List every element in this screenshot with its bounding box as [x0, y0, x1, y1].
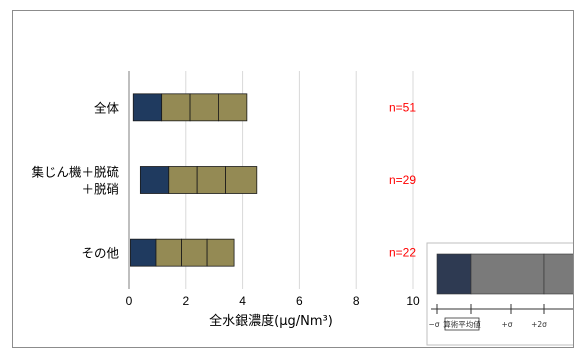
bar-sigma-segment	[161, 93, 191, 122]
legend-mean-swatch	[436, 253, 472, 295]
bar-sigma-segment	[181, 238, 208, 267]
x-tick-label: 6	[296, 294, 303, 308]
bar-sigma-segment	[168, 166, 198, 194]
legend-label: +2σ	[531, 320, 547, 329]
bar-mean-segment	[139, 166, 170, 194]
x-tick-label: 10	[406, 294, 420, 308]
bar-sigma-segment	[218, 93, 248, 122]
legend-sigma2-swatch	[543, 253, 573, 295]
bar-sigma-segment	[225, 166, 258, 194]
legend-sigma-swatch	[470, 253, 545, 295]
category-label: 全体	[94, 100, 120, 115]
n-label: n=29	[389, 173, 416, 187]
chart-frame: 0 2 4 6 8 10 全水銀濃度(μg/Nm³) 全体 n=51 集じん機＋脱硫 ＋脱硝 n=29…	[12, 10, 574, 348]
category-label: 集じん機＋脱硫	[31, 165, 119, 180]
chart-svg: 0 2 4 6 8 10 全水銀濃度(μg/Nm³) 全体 n=51 集じん機＋脱硫 ＋脱硝 n=29…	[31, 71, 573, 346]
x-tick-label: 8	[353, 294, 360, 308]
x-tick-label: 0	[126, 294, 133, 308]
bar-sigma-segment	[196, 166, 226, 194]
bar-mean-segment	[130, 238, 157, 267]
legend-label: −σ	[428, 320, 439, 329]
legend-label: +σ	[501, 320, 512, 329]
legend-label: 算術平均値	[443, 319, 481, 329]
bar-sigma-segment	[155, 238, 182, 267]
x-tick-label: 4	[239, 294, 246, 308]
x-tick-label: 2	[182, 294, 189, 308]
bar-sigma-segment	[206, 238, 235, 267]
legend-mean-label-box	[444, 317, 480, 331]
category-label: その他	[81, 246, 119, 261]
category-label: ＋脱硝	[81, 182, 119, 197]
bar-mean-segment	[132, 93, 163, 122]
n-label: n=51	[389, 100, 416, 114]
x-axis-label: 全水銀濃度(μg/Nm³)	[209, 313, 333, 329]
n-label: n=22	[389, 246, 416, 260]
bar-sigma-segment	[189, 93, 219, 122]
